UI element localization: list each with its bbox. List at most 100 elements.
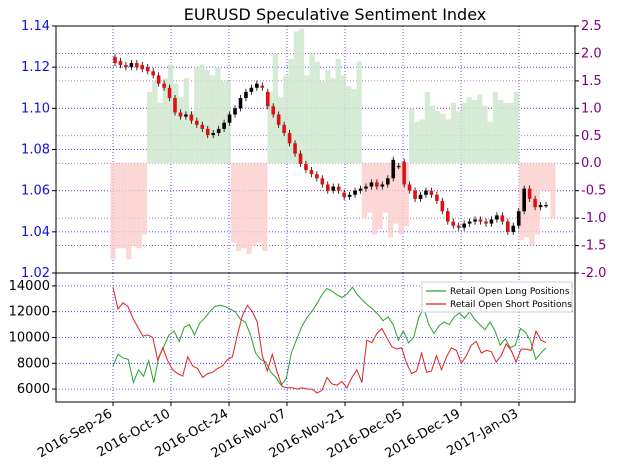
sentiment-bar (382, 163, 388, 213)
left-tick-label: 1.02 (21, 266, 50, 281)
candle-body (369, 182, 374, 187)
sentiment-bar (361, 163, 368, 219)
sentiment-bar (147, 91, 153, 164)
candle-body (336, 186, 341, 191)
bottom-tick-label: 12000 (9, 305, 50, 320)
sentiment-bar (377, 163, 383, 230)
sentiment-bar (466, 97, 472, 164)
sentiment-bar (440, 113, 446, 164)
candle-body (271, 106, 276, 115)
sentiment-bar (194, 67, 200, 164)
candle-body (495, 215, 499, 220)
date-axis: 2016-Sep-262016-Oct-102016-Oct-242016-No… (35, 402, 521, 462)
sentiment-bar (529, 163, 535, 246)
right-tick-label: -0.5 (581, 184, 606, 199)
sentiment-bar (513, 91, 519, 164)
candle-body (205, 128, 210, 136)
sentiment-bar (388, 163, 394, 238)
sentiment-bar (115, 163, 121, 249)
sentiment-bar (508, 102, 514, 164)
candle-body (364, 186, 368, 189)
bottom-left-axis: 6000 8000 10000 12000 14000 (9, 279, 56, 397)
candle-body (287, 133, 292, 144)
candle-body (238, 98, 243, 109)
candle-body (309, 170, 314, 175)
sentiment-bar (230, 163, 237, 243)
sentiment-bar (110, 163, 116, 260)
left-tick-label: 1.08 (21, 143, 50, 158)
sentiment-bar (487, 122, 493, 164)
sentiment-bar (471, 100, 478, 164)
sentiment-bar (257, 163, 263, 243)
sentiment-bar (209, 75, 216, 164)
sentiment-bar (178, 97, 184, 164)
sentiment-bar (215, 67, 221, 164)
sentiment-bar (246, 163, 252, 254)
sentiment-bar (136, 163, 142, 249)
sentiment-bar (325, 69, 331, 164)
candle-body (260, 85, 265, 88)
sentiment-bar (550, 163, 556, 219)
right-tick-label: 0.0 (581, 156, 602, 171)
sentiment-bar (393, 163, 399, 224)
candle-body (429, 190, 434, 195)
candle-body (456, 225, 461, 228)
bottom-tick-label: 6000 (17, 382, 50, 397)
candle-body (135, 63, 139, 68)
sentiment-bar (330, 78, 336, 164)
position-lines (112, 286, 547, 394)
sentiment-bar (424, 91, 430, 164)
candle-body (467, 221, 472, 224)
candle-body (331, 186, 336, 191)
series-line-long (112, 286, 547, 387)
candle-body (358, 188, 363, 191)
candle-body (265, 91, 270, 107)
bottom-tick-label: 14000 (9, 279, 50, 294)
sentiment-bar (319, 80, 326, 164)
candle-body (276, 114, 281, 125)
candle-body (233, 108, 237, 115)
candle-body (145, 67, 150, 72)
candle-body (222, 122, 226, 129)
candle-body (124, 65, 128, 68)
candle-body (506, 221, 510, 232)
sentiment-bar (403, 163, 409, 227)
legend: Retail Open Long Positions Retail Open S… (421, 281, 573, 313)
sentiment-bar (477, 94, 483, 164)
left-tick-label: 1.14 (21, 19, 50, 34)
right-tick-label: 1.5 (581, 74, 602, 89)
sentiment-bar (241, 163, 247, 249)
candle-body (156, 75, 161, 84)
legend-box (421, 281, 573, 313)
sentiment-bar (272, 53, 278, 164)
candle-body (342, 192, 346, 197)
candle-body (396, 165, 401, 168)
candle-body (380, 184, 385, 187)
candle-body (353, 190, 357, 195)
candle-body (129, 63, 134, 68)
candle-body (113, 56, 117, 64)
sentiment-bar (251, 163, 258, 246)
left-tick-label: 1.04 (21, 225, 50, 240)
sentiment-bar (450, 102, 457, 164)
sentiment-bar (461, 102, 467, 164)
candle-body (118, 60, 123, 66)
sentiment-bar (346, 86, 352, 164)
candle-body (195, 120, 199, 125)
candle-body (298, 153, 303, 164)
candle-body (413, 190, 417, 199)
sentiment-bar (278, 97, 284, 164)
candle-body (167, 87, 172, 99)
candle-body (527, 188, 532, 199)
left-axis: 1.02 1.04 1.06 1.08 1.10 1.12 1.14 (21, 19, 56, 281)
sentiment-bars (110, 28, 556, 260)
candle-body (211, 133, 216, 136)
candle-body (424, 190, 428, 195)
candle-body (140, 65, 145, 70)
sentiment-bar (283, 75, 289, 164)
candle-body (462, 223, 466, 228)
sentiment-bar (309, 53, 315, 164)
candle-body (282, 124, 286, 134)
sentiment-bar (435, 111, 441, 164)
